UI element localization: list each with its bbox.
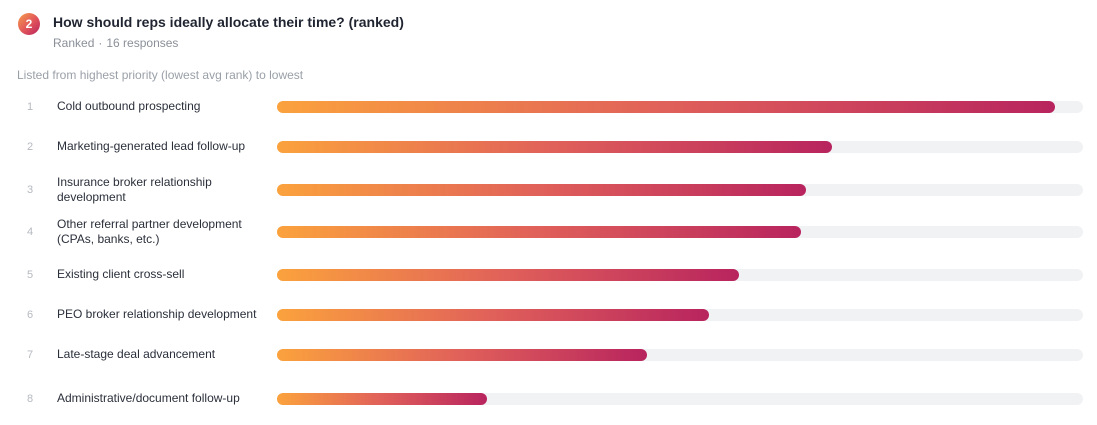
ranking-note: Listed from highest priority (lowest avg… xyxy=(17,68,304,82)
question-meta: Ranked · 16 responses xyxy=(53,36,178,50)
bar-track xyxy=(277,226,1083,238)
item-label: Administrative/document follow-up xyxy=(57,391,240,405)
item-label: Marketing-generated lead follow-up xyxy=(57,139,246,153)
bar-fill xyxy=(277,141,832,153)
bar-track xyxy=(277,184,1083,196)
question-type: Ranked xyxy=(53,36,95,50)
rank-number: 8 xyxy=(27,393,34,405)
item-label: Other referral partner development (CPAs… xyxy=(57,217,242,246)
rank-number: 2 xyxy=(27,141,34,153)
response-count: 16 responses xyxy=(106,36,179,50)
bar-track xyxy=(277,269,1083,281)
rank-number: 6 xyxy=(27,309,34,321)
bar-fill xyxy=(277,393,487,405)
item-label: Cold outbound prospecting xyxy=(57,99,201,113)
bar-fill xyxy=(277,309,709,321)
bar-fill xyxy=(277,269,739,281)
bar-fill xyxy=(277,349,647,361)
rank-number: 4 xyxy=(27,226,34,238)
rank-number: 7 xyxy=(27,349,34,361)
rank-number: 1 xyxy=(27,101,34,113)
bar-track xyxy=(277,141,1083,153)
item-label: Late-stage deal advancement xyxy=(57,347,216,361)
question-number-badge: 2 xyxy=(18,13,40,35)
bar-track xyxy=(277,393,1083,405)
item-label: Insurance broker relationship developmen… xyxy=(57,175,212,204)
bar-track xyxy=(277,349,1083,361)
bar-fill xyxy=(277,101,1055,113)
rank-number: 5 xyxy=(27,269,34,281)
rank-number: 3 xyxy=(27,184,34,196)
question-title: How should reps ideally allocate their t… xyxy=(53,14,404,30)
meta-separator: · xyxy=(98,36,103,50)
bar-track xyxy=(277,309,1083,321)
bar-fill xyxy=(277,226,801,238)
item-label: Existing client cross-sell xyxy=(57,267,185,281)
bar-fill xyxy=(277,184,806,196)
item-label: PEO broker relationship development xyxy=(57,307,257,321)
bar-track xyxy=(277,101,1083,113)
